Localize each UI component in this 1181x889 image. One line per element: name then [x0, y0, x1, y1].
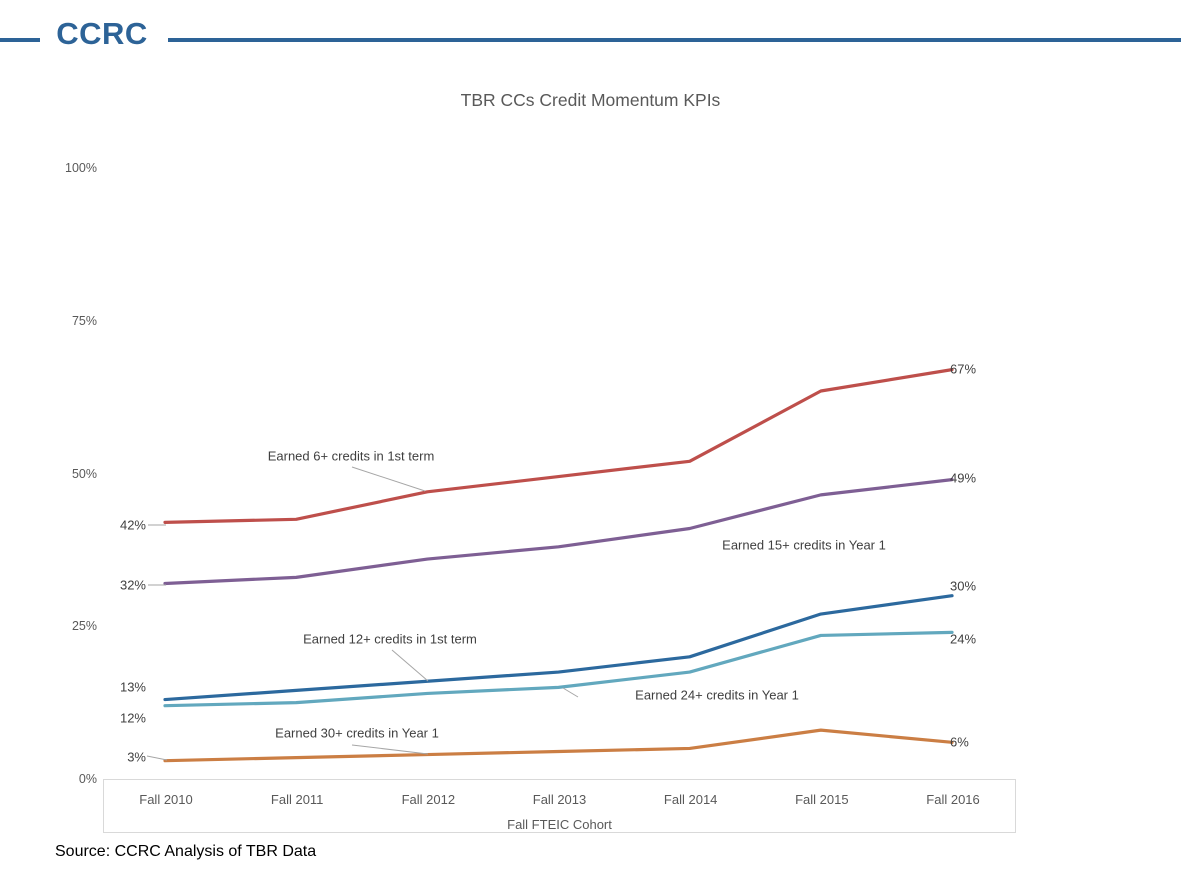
series-line-earned-24-credits-in-year-1	[163, 630, 954, 708]
series-line-earned-6-credits-in-1st-term	[163, 368, 954, 524]
annotation-leader-earned-6-credits-in-1st-term	[351, 466, 426, 492]
x-category-fall-2010: Fall 2010	[139, 792, 193, 807]
x-category-fall-2016: Fall 2016	[926, 792, 980, 807]
x-category-fall-2014: Fall 2014	[663, 792, 718, 807]
annotation-leader-earned-12-credits-in-1st-term	[391, 649, 429, 682]
ccrc-logo: CCRC	[56, 16, 148, 51]
source-note: Source: CCRC Analysis of TBR Data	[55, 843, 317, 860]
x-axis-title: Fall FTEIC Cohort	[507, 817, 612, 832]
x-category-fall-2015: Fall 2015	[795, 792, 849, 807]
header-rule-right	[168, 38, 1181, 42]
start-label-leader-earned-30-credits-in-year-1	[146, 755, 168, 761]
series-line-earned-30-credits-in-year-1	[163, 728, 954, 763]
x-axis-box: Fall 2010 Fall 2011 Fall 2012 Fall 2013 Fall…	[103, 779, 1016, 833]
x-category-fall-2011: Fall 2011	[270, 792, 324, 807]
x-category-fall-2013: Fall 2013	[532, 792, 587, 807]
chart-title: TBR CCs Credit Momentum KPIs	[460, 90, 721, 110]
annotation-leader-earned-24-credits-in-year-1	[562, 687, 579, 698]
annotation-leader-earned-30-credits-in-year-1	[351, 744, 429, 755]
series-line-earned-12-credits-in-1st-term	[163, 594, 954, 702]
series-line-earned-15-credits-in-year-1	[163, 478, 954, 586]
x-category-fall-2012: Fall 2012	[401, 792, 456, 807]
header-rule-left	[0, 38, 40, 42]
